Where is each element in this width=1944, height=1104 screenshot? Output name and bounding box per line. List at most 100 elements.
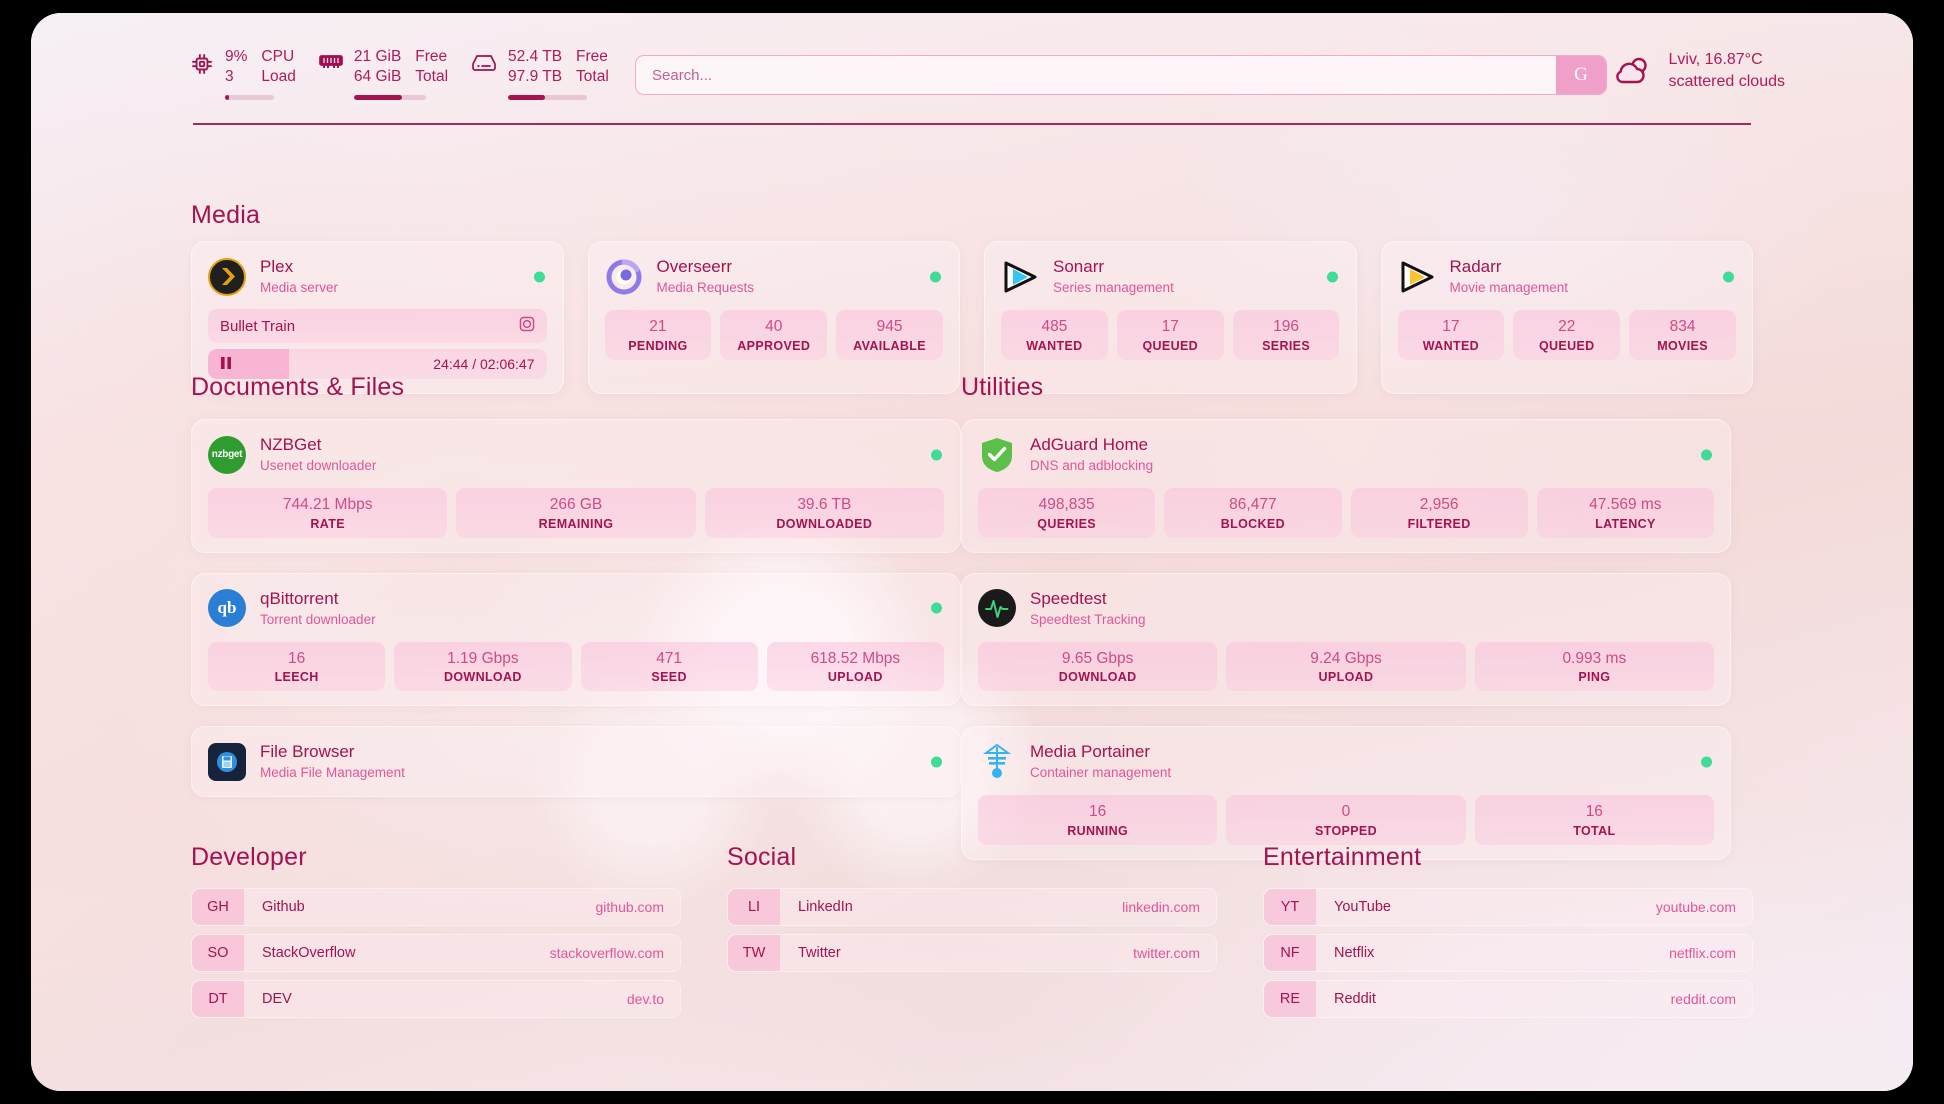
radarr-icon: [1398, 258, 1436, 296]
stat-box[interactable]: 945 AVAILABLE: [836, 310, 943, 360]
stat-box-label: LATENCY: [1595, 516, 1656, 531]
card-title: Overseerr: [656, 257, 733, 276]
service-card[interactable]: File Browser Media File Management: [191, 726, 961, 798]
stat-box-label: QUERIES: [1037, 516, 1096, 531]
playback-time: 24:44 / 02:06:47: [433, 356, 535, 373]
bookmark-link[interactable]: DT DEV dev.to: [191, 980, 681, 1018]
bookmark-url: twitter.com: [1133, 945, 1200, 961]
card-subtitle: Series management: [1053, 279, 1174, 295]
stat-box[interactable]: 471 SEED: [580, 641, 758, 692]
google-search-icon[interactable]: G: [1556, 56, 1606, 94]
stat-box[interactable]: 0.993 ms PING: [1474, 641, 1714, 692]
status-indicator-online: [931, 449, 942, 461]
stat-box-label: APPROVED: [737, 338, 811, 353]
stat-box[interactable]: 16 TOTAL: [1474, 795, 1714, 845]
pause-icon[interactable]: [220, 356, 232, 373]
bookmark-group-title: Entertainment: [1263, 843, 1422, 871]
bookmark-label: Reddit: [1334, 991, 1376, 1007]
service-card[interactable]: AdGuard Home DNS and adblocking 498,835 …: [961, 419, 1731, 553]
stat-value-secondary: 3: [225, 68, 234, 85]
stat-box[interactable]: 21 PENDING: [604, 310, 712, 360]
stat-box-value: 39.6 TB: [797, 496, 852, 514]
stat-ram: 21 GiB 64 GiB Free Total: [318, 47, 470, 100]
search-input[interactable]: [636, 56, 1556, 94]
status-indicator-online: [1701, 756, 1712, 768]
stat-box[interactable]: 16 RUNNING: [978, 795, 1218, 845]
card-header: Media Portainer Container management: [978, 741, 1714, 782]
stat-box[interactable]: 22 QUEUED: [1513, 310, 1621, 360]
top-bar: 9% 3 CPU Load 21 GiB 64 GiB Free Total: [31, 13, 1913, 121]
cast-icon[interactable]: [519, 316, 535, 336]
now-playing-row[interactable]: Bullet Train: [208, 309, 547, 344]
search-bar[interactable]: G: [635, 55, 1607, 95]
card-title: AdGuard Home: [1030, 435, 1149, 454]
stat-box[interactable]: 744.21 Mbps RATE: [208, 488, 448, 538]
stat-box-label: WANTED: [1026, 338, 1083, 353]
bookmark-link[interactable]: RE Reddit reddit.com: [1263, 980, 1753, 1018]
stat-box[interactable]: 39.6 TB DOWNLOADED: [704, 488, 944, 538]
card-title: qBittorrent: [260, 588, 339, 608]
stat-box[interactable]: 834 MOVIES: [1629, 310, 1736, 360]
bookmark-url: dev.to: [626, 991, 664, 1007]
overseerr-icon: [605, 258, 643, 296]
stat-box[interactable]: 17 WANTED: [1397, 310, 1505, 360]
service-card[interactable]: qb qBittorrent Torrent downloader 16 LEE…: [191, 572, 961, 707]
stat-box[interactable]: 9.24 Gbps UPLOAD: [1226, 641, 1466, 692]
stat-box-value: 9.24 Gbps: [1310, 649, 1382, 667]
service-card[interactable]: nzbget NZBGet Usenet downloader 744.21 M…: [191, 419, 961, 553]
status-indicator-online: [931, 602, 942, 614]
stat-box[interactable]: 485 WANTED: [1001, 310, 1108, 360]
service-card[interactable]: Media Portainer Container management 16 …: [961, 726, 1731, 860]
card-header: qb qBittorrent Torrent downloader: [208, 588, 944, 629]
stat-box[interactable]: 86,477 BLOCKED: [1164, 488, 1342, 538]
bookmark-url: linkedin.com: [1122, 899, 1200, 915]
service-card[interactable]: Overseerr Media Requests 21 PENDING 40 A…: [587, 241, 960, 395]
stat-progress-bar: [225, 94, 274, 100]
service-card[interactable]: Speedtest Speedtest Tracking 9.65 Gbps D…: [961, 572, 1731, 707]
card-header: Speedtest Speedtest Tracking: [978, 588, 1714, 629]
card-stats-row: 16 RUNNING 0 STOPPED 16 TOTAL: [978, 795, 1714, 845]
card-header: Plex Media server: [208, 256, 547, 297]
service-card[interactable]: Sonarr Series management 485 WANTED 17 Q…: [984, 241, 1357, 395]
stat-box[interactable]: 498,835 QUERIES: [978, 488, 1156, 538]
bookmark-link[interactable]: SO StackOverflow stackoverflow.com: [191, 934, 681, 972]
stat-box[interactable]: 9.65 Gbps DOWNLOAD: [978, 641, 1218, 692]
stat-box[interactable]: 2,956 FILTERED: [1350, 488, 1528, 538]
card-title: NZBGet: [260, 435, 322, 454]
card-subtitle: Container management: [1030, 765, 1172, 781]
stat-box-value: 22: [1558, 318, 1576, 336]
nzbget-icon: nzbget: [208, 435, 246, 474]
stat-box[interactable]: 196 SERIES: [1232, 310, 1340, 360]
card-title: Speedtest: [1030, 588, 1107, 608]
stat-box-label: AVAILABLE: [853, 338, 926, 353]
stat-box-label: DOWNLOAD: [443, 670, 522, 685]
bookmark-label: StackOverflow: [262, 945, 356, 961]
playback-progress-bar[interactable]: 24:44 / 02:06:47: [208, 349, 547, 380]
bookmark-link[interactable]: YT YouTube youtube.com: [1263, 888, 1753, 926]
stat-box-label: RUNNING: [1067, 823, 1129, 838]
bookmark-link[interactable]: LI LinkedIn linkedin.com: [727, 888, 1217, 926]
card-title: Media Portainer: [1030, 742, 1151, 762]
stat-box[interactable]: 0 STOPPED: [1226, 795, 1466, 845]
bookmark-link[interactable]: NF Netflix netflix.com: [1263, 934, 1753, 972]
stat-box[interactable]: 40 APPROVED: [720, 310, 828, 360]
stat-box-label: QUEUED: [1142, 338, 1199, 353]
status-indicator-online: [1701, 449, 1712, 461]
card-title: Radarr: [1449, 257, 1502, 276]
stat-box[interactable]: 17 QUEUED: [1116, 310, 1224, 360]
stat-box[interactable]: 618.52 Mbps UPLOAD: [766, 641, 944, 692]
header-divider: [193, 123, 1751, 125]
service-card[interactable]: Radarr Movie management 17 WANTED 22 QUE…: [1380, 241, 1753, 395]
bookmark-link[interactable]: GH Github github.com: [191, 888, 681, 926]
scattered-clouds-icon: [1616, 57, 1648, 83]
stat-box-value: 17: [1442, 318, 1460, 336]
status-indicator-online: [1723, 271, 1734, 283]
bookmark-label: Twitter: [798, 945, 841, 961]
stat-box[interactable]: 16 LEECH: [208, 641, 386, 692]
stat-box-value: 16: [288, 649, 306, 667]
service-card[interactable]: Plex Media server Bullet Train 24:44 / 0…: [191, 241, 564, 395]
stat-box[interactable]: 266 GB REMAINING: [456, 488, 696, 538]
stat-box[interactable]: 1.19 Gbps DOWNLOAD: [394, 641, 572, 692]
stat-box[interactable]: 47.569 ms LATENCY: [1536, 488, 1714, 538]
bookmark-link[interactable]: TW Twitter twitter.com: [727, 934, 1217, 972]
